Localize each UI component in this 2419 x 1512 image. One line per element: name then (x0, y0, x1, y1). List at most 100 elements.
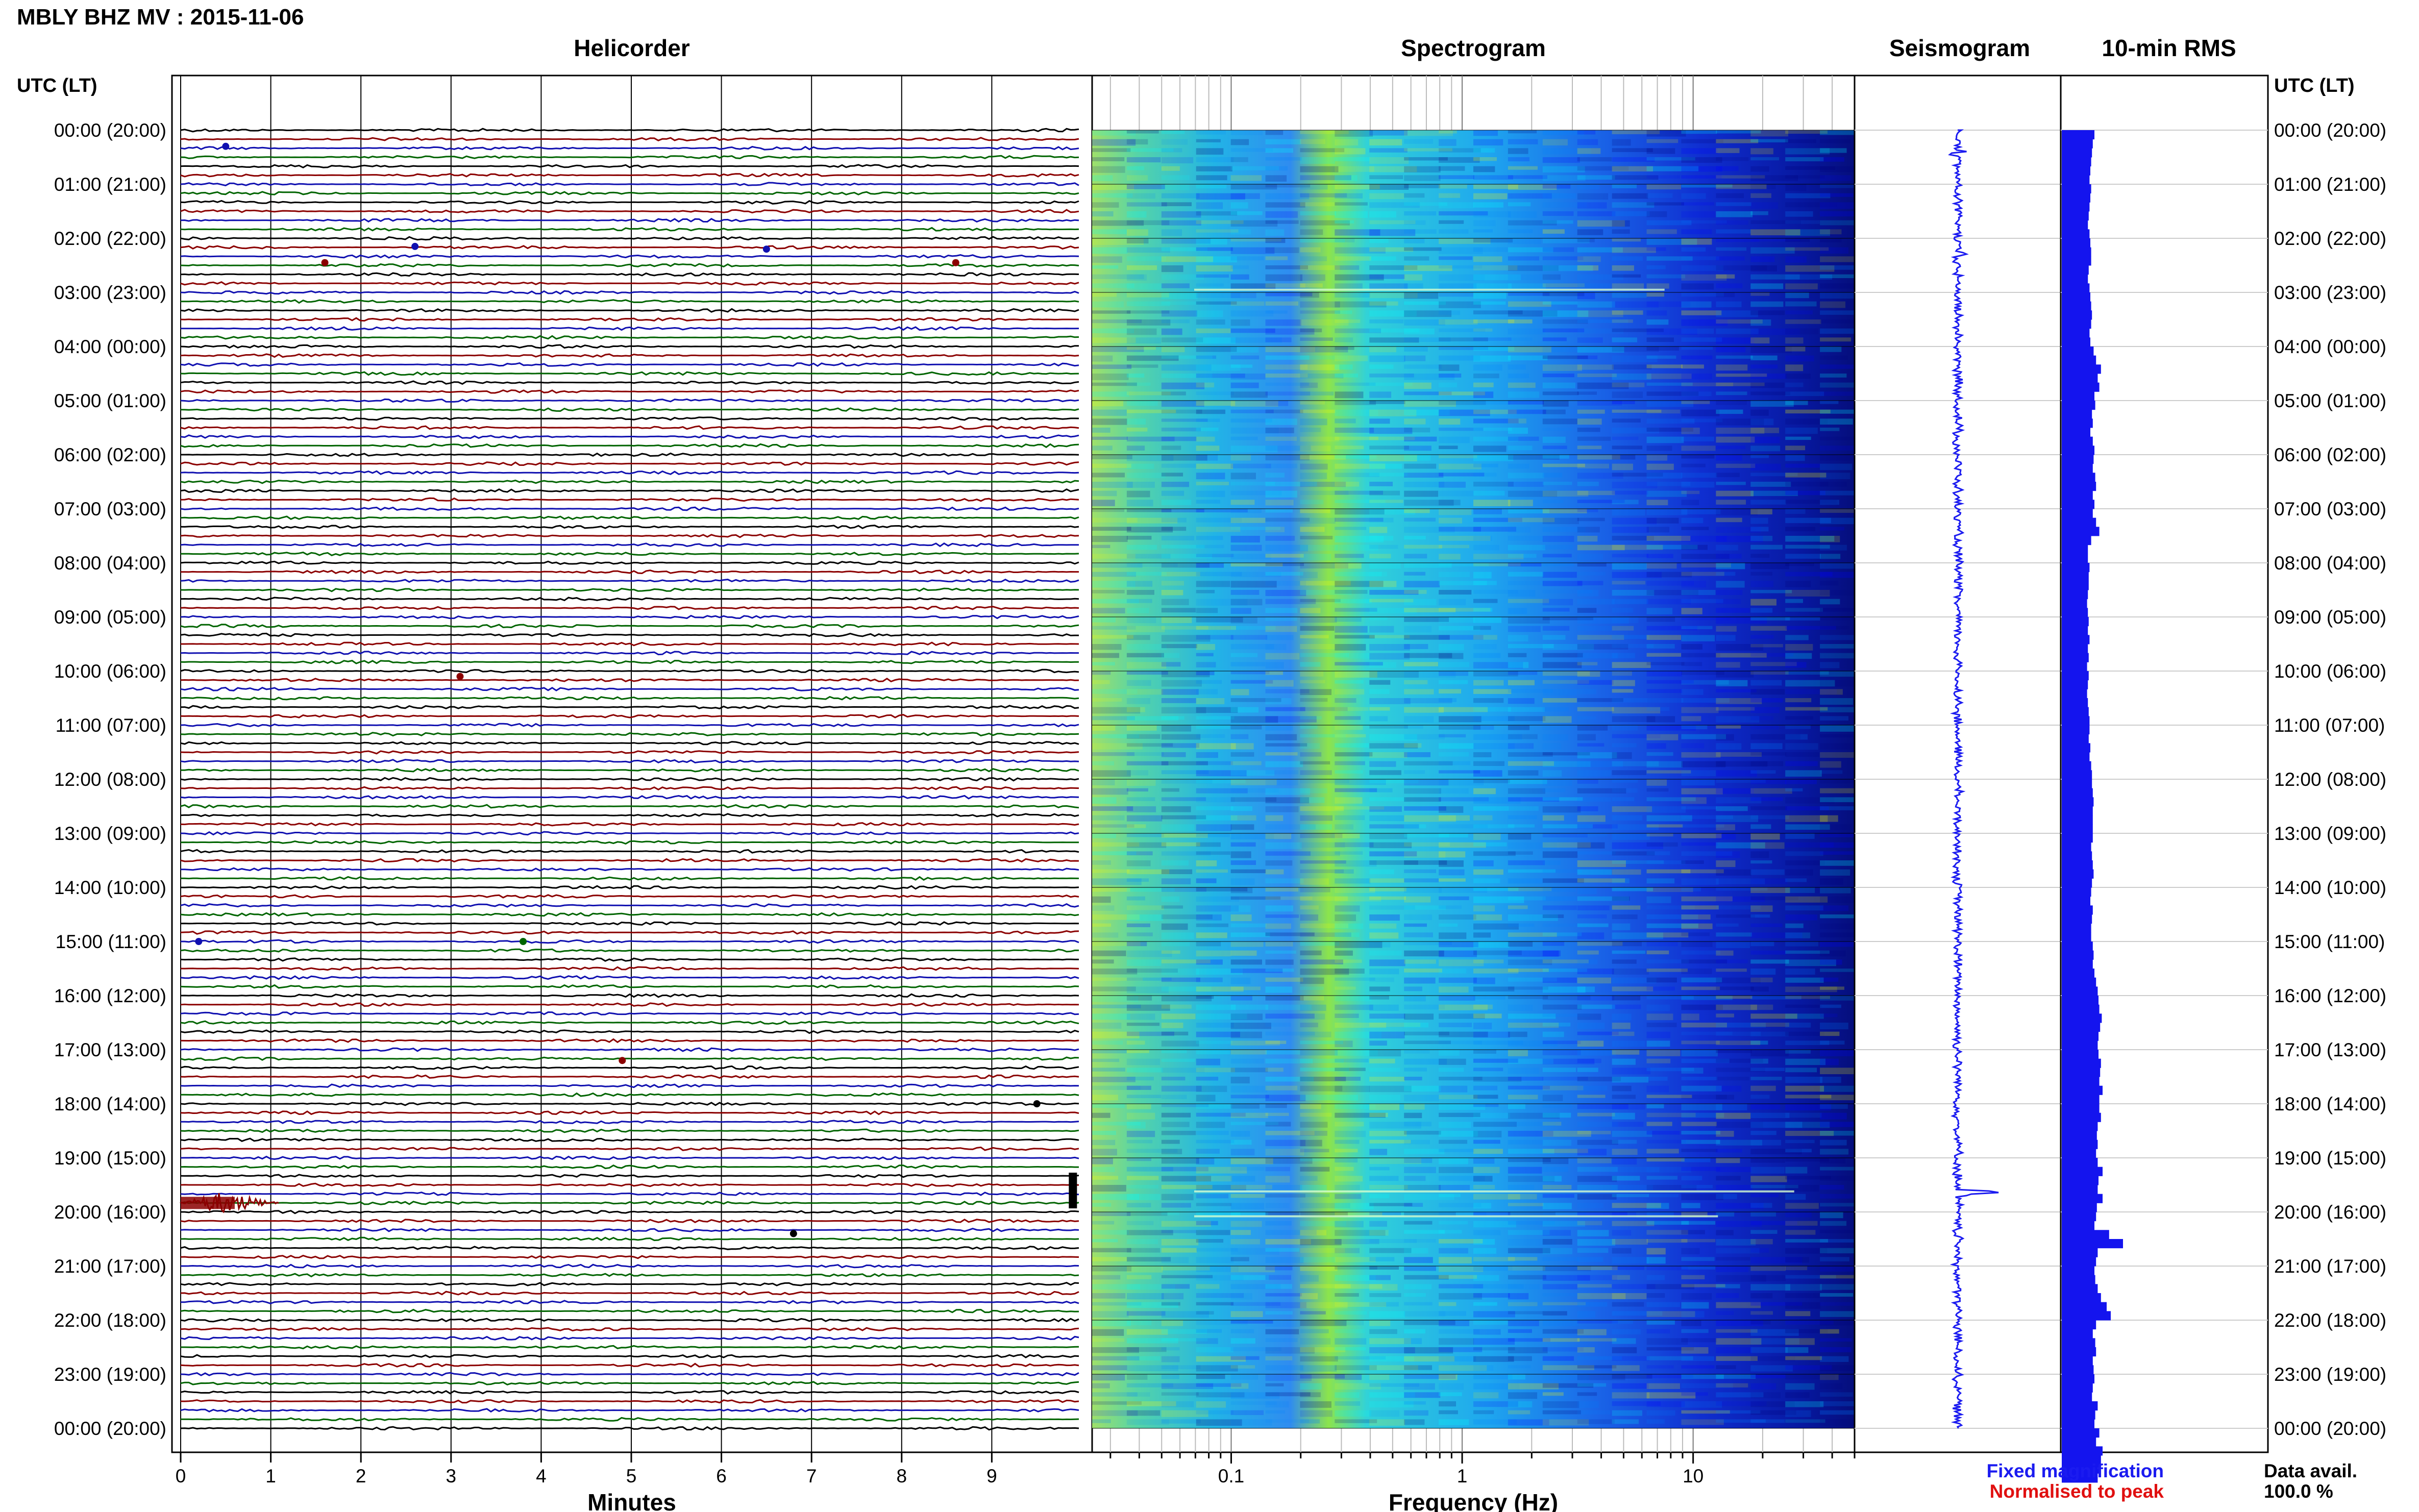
spectrogram-cell (1542, 1401, 1579, 1408)
spectrogram-cell (1300, 536, 1333, 540)
spectrogram-cell (1473, 896, 1524, 903)
time-tick-label: 09:00 (05:00) (2274, 607, 2386, 628)
spectrogram-cell (1577, 815, 1606, 822)
spectrogram-cell (1196, 418, 1220, 422)
time-tick-label: 00:00 (20:00) (2274, 120, 2386, 141)
spectrogram-cell (1300, 1329, 1329, 1333)
spectrogram-cell (1820, 445, 1855, 451)
rms-bar (2062, 292, 2090, 302)
spectrogram-cell (1404, 977, 1436, 984)
spectrogram-cell (1439, 1185, 1470, 1191)
spectrogram-cell (1508, 1085, 1550, 1089)
spectrogram-cell (1092, 1275, 1121, 1280)
spectrogram-cell (1335, 455, 1377, 459)
spectrogram-cell (1369, 1248, 1412, 1253)
spectrogram-cell (1196, 1095, 1216, 1102)
rms-bar (2062, 1473, 2098, 1483)
spectrogram-cell (1681, 1104, 1722, 1110)
helicorder-trace (180, 1056, 1079, 1061)
spectrogram-cell (1092, 662, 1115, 666)
spectrogram-cell (1750, 364, 1778, 369)
spectrogram-cell (1092, 698, 1122, 702)
spectrogram-cell (1300, 157, 1336, 164)
helicorder-trace (180, 1174, 1079, 1178)
rms-bar (2062, 671, 2089, 681)
spectrogram-cell (1577, 328, 1624, 334)
spectrogram-cell (1716, 1185, 1752, 1192)
spectrogram-cell (1230, 229, 1251, 235)
spectrogram-cell (1750, 725, 1779, 730)
spectrogram-cell (1716, 969, 1747, 972)
spectrogram-cell (1612, 1122, 1644, 1127)
spectrogram-cell (1542, 698, 1577, 703)
minute-tick-label: 2 (356, 1466, 366, 1486)
spectrogram-cell (1196, 455, 1218, 461)
spectrogram-cell (1716, 355, 1753, 359)
spectrogram-cell (1612, 409, 1662, 413)
spectrogram-cell (1473, 1401, 1518, 1407)
spectrogram-cell (1612, 1112, 1635, 1120)
spectrogram-cell (1646, 1401, 1685, 1407)
spectrogram-cell (1230, 689, 1249, 696)
spectrogram-cell (1785, 229, 1830, 236)
spectrogram-cell (1750, 563, 1790, 569)
spectrogram-cell (1716, 229, 1751, 234)
spectrogram-cell (1230, 608, 1251, 614)
spectrogram-cell (1646, 346, 1679, 351)
spectrogram-cell (1473, 878, 1500, 883)
spectrogram-cell (1439, 455, 1477, 458)
spectrogram-cell (1508, 337, 1533, 341)
spectrogram-cell (1508, 842, 1557, 849)
spectrogram-cell (1196, 842, 1221, 847)
spectrogram-cell (1369, 752, 1408, 758)
spectrogram-cell (1681, 950, 1720, 955)
spectrogram-cell (1612, 707, 1661, 714)
spectrogram-cell (1473, 1239, 1495, 1245)
spectrogram-cell (1542, 490, 1589, 497)
spectrogram-cell (1820, 1023, 1848, 1030)
spectrogram-cell (1681, 932, 1710, 936)
spectrogram-cell (1230, 986, 1261, 990)
spectrogram-cell (1820, 292, 1855, 299)
spectrogram-cell (1646, 319, 1669, 325)
time-ticks-left: 00:00 (20:00)01:00 (21:00)02:00 (22:00)0… (54, 120, 166, 1439)
spectrogram-cell (1196, 986, 1244, 992)
spectrogram-cell (1750, 1040, 1768, 1045)
spectrogram-cell (1473, 436, 1519, 441)
helicorder-trace (180, 1083, 1079, 1088)
spectrogram-cell (1612, 887, 1653, 891)
spectrogram-cell (1820, 671, 1855, 677)
spectrogram-cell (1716, 590, 1743, 596)
spectrogram-cell (1508, 509, 1549, 514)
helicorder-trace (180, 750, 1079, 755)
spectrogram-cell (1230, 590, 1260, 595)
spectrogram-cell (1335, 283, 1363, 289)
spectrogram-cell (1542, 1212, 1587, 1216)
spectrogram-cell (1681, 517, 1704, 524)
spectrogram-cell (1681, 1374, 1724, 1379)
spectrogram-cell (1542, 509, 1587, 513)
spectrogram-cell (1716, 959, 1748, 963)
spectrogram-cell (1577, 671, 1600, 677)
helicorder-trace (180, 551, 1079, 556)
minute-tick-label: 8 (897, 1466, 907, 1486)
spectrogram-cell (1369, 969, 1399, 975)
spectrogram-cell (1785, 337, 1804, 344)
spectrogram-cell (1300, 184, 1328, 190)
spectrogram-cell (1681, 743, 1705, 749)
spectrogram-cell (1126, 1257, 1171, 1262)
spectrogram-cell (1785, 1257, 1809, 1263)
spectrogram-cell (1265, 382, 1309, 386)
spectrogram-cell (1681, 175, 1722, 179)
spectrogram-cell (1681, 563, 1731, 568)
spectrogram-cell (1196, 328, 1231, 333)
spectrogram-cell (1092, 1013, 1130, 1020)
spectrogram-cell (1439, 698, 1457, 702)
rms-bar (2062, 544, 2088, 554)
spectrogram-cell (1785, 193, 1831, 199)
spectrogram-cell (1230, 1031, 1262, 1038)
spectrogram-cell (1300, 211, 1337, 216)
spectrogram-cell (1126, 932, 1153, 936)
spectrogram-cell (1646, 869, 1691, 874)
spectrogram-cell (1785, 1104, 1831, 1110)
